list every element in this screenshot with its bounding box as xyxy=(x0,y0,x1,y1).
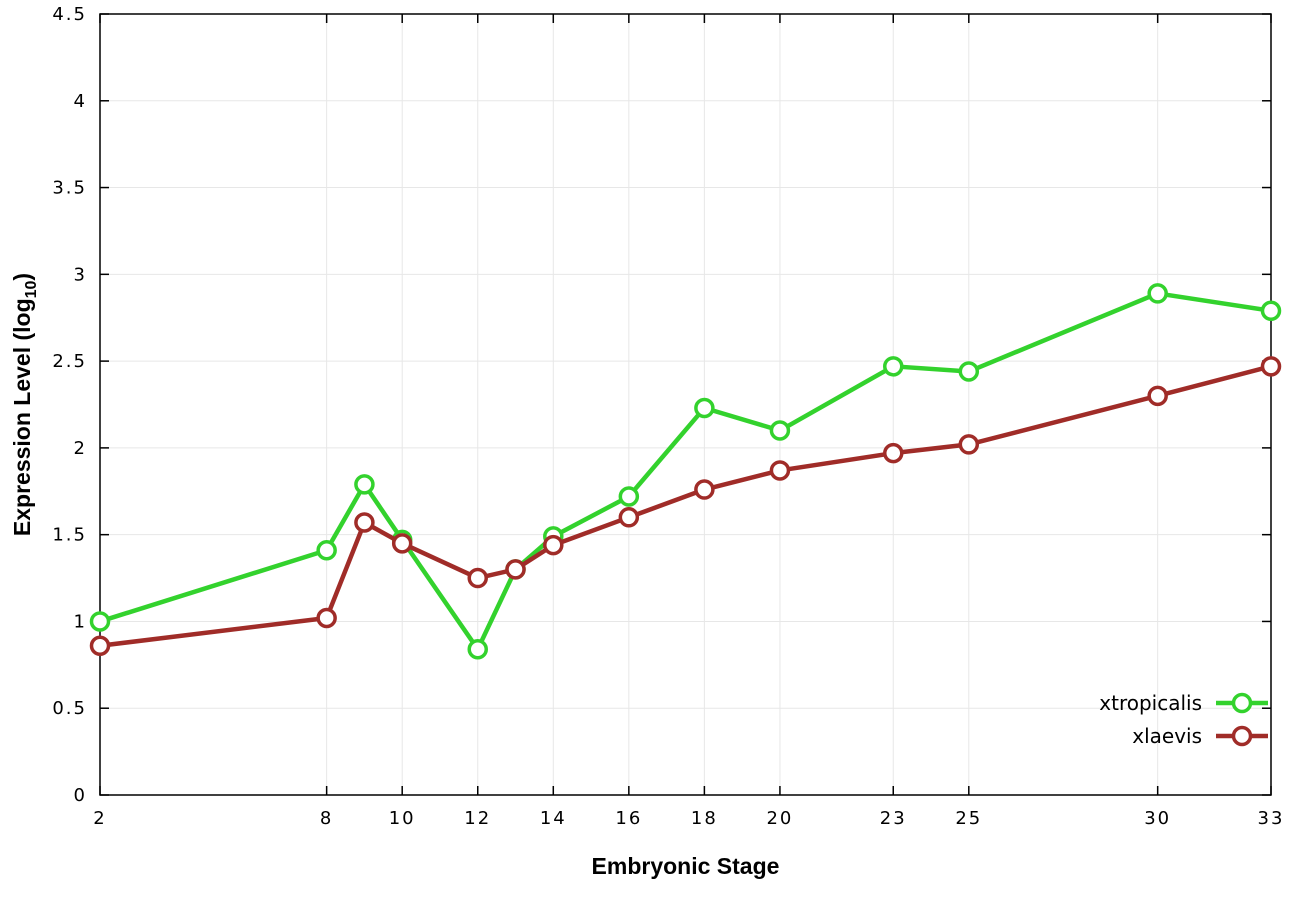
data-point-xlaevis xyxy=(391,533,413,554)
data-point-xlaevis xyxy=(467,567,488,589)
data-point-xtropicalis xyxy=(1147,283,1168,304)
x-tick-label: 33 xyxy=(1258,808,1285,829)
x-axis-title: Embryonic Stage xyxy=(592,853,780,879)
y-tick-label: 4.5 xyxy=(52,4,87,25)
data-point-xlaevis xyxy=(694,479,715,500)
y-tick-label: 2 xyxy=(74,438,87,459)
x-tick-label: 14 xyxy=(540,808,567,829)
y-tick-label: 4 xyxy=(74,91,87,112)
y-tick-label: 3 xyxy=(74,264,87,285)
plot-border xyxy=(99,13,1272,796)
x-tick-label: 2 xyxy=(93,808,106,829)
x-tick-label: 30 xyxy=(1144,808,1171,829)
data-point-xlaevis xyxy=(1147,385,1168,407)
data-point-xtropicalis xyxy=(467,638,488,660)
data-point-xtropicalis xyxy=(618,486,640,507)
data-point-xlaevis xyxy=(618,507,640,528)
data-point-xtropicalis xyxy=(958,361,980,382)
legend-label-xtropicalis: xtropicalis xyxy=(1099,691,1202,715)
legend-sample-marker-xlaevis xyxy=(1231,725,1253,747)
legend-sample-marker-xtropicalis xyxy=(1231,692,1253,714)
data-point-xtropicalis xyxy=(883,356,904,377)
y-tick-label: 0.5 xyxy=(52,698,87,719)
x-tick-label: 25 xyxy=(955,808,982,829)
data-point-xtropicalis xyxy=(769,420,791,441)
data-point-xtropicalis xyxy=(1260,300,1282,322)
data-point-xtropicalis xyxy=(89,611,111,632)
data-point-xtropicalis xyxy=(316,540,337,561)
x-tick-label: 10 xyxy=(389,808,416,829)
data-point-xlaevis xyxy=(505,559,526,580)
data-point-xlaevis xyxy=(543,534,564,556)
x-tick-label: 8 xyxy=(320,808,333,829)
data-point-xlaevis xyxy=(1260,356,1282,377)
x-tick-label: 12 xyxy=(464,808,491,829)
series-line-xtropicalis xyxy=(97,291,1274,652)
data-point-xlaevis xyxy=(354,512,375,533)
y-tick-label: 1.5 xyxy=(52,525,87,546)
y-tick-label: 0 xyxy=(74,785,87,806)
x-tick-label: 20 xyxy=(766,808,793,829)
x-tick-label: 18 xyxy=(691,808,718,829)
y-axis-title: Expression Level (log10) xyxy=(9,273,40,536)
data-point-xlaevis xyxy=(883,442,904,464)
data-point-xtropicalis xyxy=(694,397,715,419)
y-tick-label: 1 xyxy=(74,611,87,632)
y-tick-label: 3.5 xyxy=(52,178,87,199)
data-point-xlaevis xyxy=(958,434,980,455)
data-point-xlaevis xyxy=(769,460,791,481)
data-point-xlaevis xyxy=(316,607,337,629)
x-tick-label: 16 xyxy=(615,808,642,829)
data-point-xtropicalis xyxy=(354,474,375,495)
y-tick-label: 2.5 xyxy=(52,351,87,372)
x-tick-label: 23 xyxy=(880,808,907,829)
data-point-xlaevis xyxy=(89,635,111,656)
legend-label-xlaevis: xlaevis xyxy=(1132,724,1202,748)
